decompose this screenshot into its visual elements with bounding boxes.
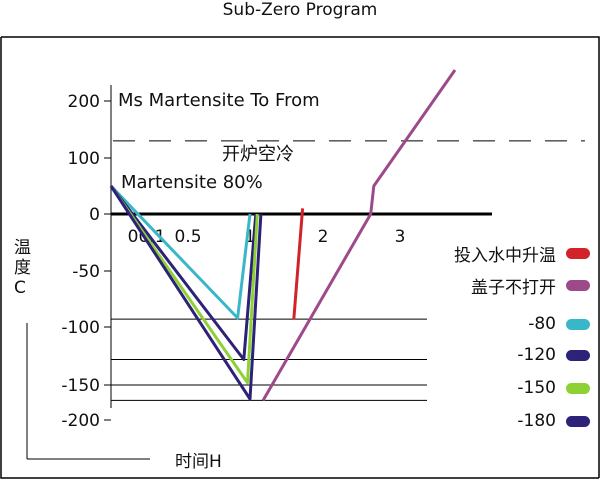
legend-swatch — [566, 415, 590, 427]
annotation-martensite-80: Martensite 80% — [121, 172, 263, 193]
legend-item: -180 — [517, 407, 590, 435]
x-tick-label: 0 — [128, 227, 139, 247]
legend-label: 投入水中升温 — [454, 245, 556, 266]
legend-item: -80 — [528, 310, 590, 338]
x-axis-label: 时间H — [175, 452, 222, 472]
annotation-ms-line: Ms Martensite To From — [118, 90, 320, 111]
x-tick-label: 1 — [245, 227, 256, 247]
legend-swatch — [566, 318, 590, 330]
series-line — [261, 69, 457, 402]
legend-label: -150 — [517, 378, 556, 398]
legend-label: -80 — [528, 314, 556, 334]
x-tick-label: 3 — [395, 227, 406, 247]
legend-item: 投入水中升温 — [454, 239, 590, 267]
legend-item: -150 — [517, 374, 590, 402]
series-line — [109, 185, 263, 401]
y-axis-label: 温度C — [14, 238, 31, 298]
y-tick-label: 200 — [68, 92, 100, 112]
frame-left-bottom — [0, 37, 599, 479]
y-tick-label: -150 — [61, 376, 100, 396]
legend-label: 盖子不打开 — [471, 277, 556, 298]
series-line — [292, 208, 305, 320]
annotation-furnace-open: 开炉空冷 — [222, 144, 294, 165]
legend-label: -180 — [517, 411, 556, 431]
legend-swatch — [566, 382, 590, 394]
y-tick-label: 100 — [68, 149, 100, 169]
series-line — [109, 184, 252, 320]
legend-label: -120 — [517, 345, 556, 365]
x-tick-label: 2 — [318, 227, 329, 247]
legend-swatch — [566, 349, 590, 361]
x-tick-label: 0.5 — [174, 227, 201, 247]
legend-swatch — [566, 279, 590, 291]
series-line — [109, 185, 259, 385]
y-tick-label: -200 — [61, 411, 100, 431]
y-tick-label: -100 — [61, 318, 100, 338]
y-tick-label: -50 — [72, 262, 100, 282]
frame-top-right — [1, 36, 600, 478]
y-tick-label: 0 — [89, 205, 100, 225]
legend-swatch — [566, 247, 590, 259]
legend-item: 盖子不打开 — [471, 271, 590, 299]
series-line — [109, 185, 258, 361]
legend-item: -120 — [517, 341, 590, 369]
chart-title: Sub-Zero Program — [222, 0, 378, 20]
